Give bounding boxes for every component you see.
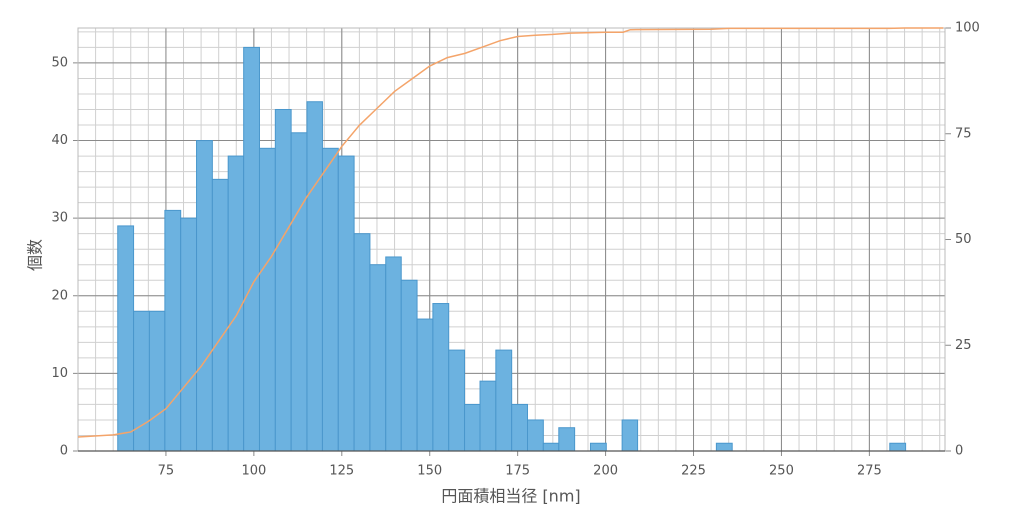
y-tick-label: 40 (51, 133, 68, 148)
y-tick-label: 10 (51, 366, 68, 381)
bar (196, 140, 213, 452)
x-axis-title: 円面積相当径 [nm] (441, 487, 580, 506)
bar (133, 310, 150, 452)
bar (715, 442, 733, 452)
y2-tick-label: 100 (955, 21, 980, 36)
bar (400, 279, 418, 452)
bar (889, 442, 907, 452)
y2-tick-label: 0 (955, 444, 963, 459)
bar (385, 256, 402, 452)
bar (243, 46, 260, 452)
x-tick-label: 200 (593, 464, 618, 479)
bar (227, 155, 245, 452)
x-tick-label: 175 (505, 464, 530, 479)
bar (180, 217, 198, 452)
bar (290, 132, 308, 452)
x-tick-label: 125 (329, 464, 354, 479)
y2-tick-label: 50 (955, 232, 972, 247)
bar (589, 442, 607, 452)
bar (495, 349, 513, 452)
bar (621, 419, 639, 452)
bar (117, 225, 135, 452)
bar (542, 442, 560, 452)
x-tick-label: 275 (857, 464, 882, 479)
bar (258, 147, 276, 452)
y-tick-label: 50 (51, 55, 68, 70)
cumulative-line (77, 27, 944, 438)
x-tick-label: 100 (241, 464, 266, 479)
bar (464, 403, 481, 452)
bar (306, 101, 323, 452)
bar (558, 427, 576, 452)
bar (274, 108, 292, 452)
bar (511, 403, 529, 452)
y2-tick-label: 25 (955, 338, 972, 353)
bar (353, 233, 371, 452)
y-tick-label: 30 (51, 211, 68, 226)
bar (448, 349, 466, 452)
bar (337, 155, 355, 452)
x-tick-label: 225 (681, 464, 706, 479)
bar (211, 178, 229, 452)
x-tick-label: 75 (158, 464, 175, 479)
bar (432, 303, 450, 452)
y-axis-title: 個数 (26, 239, 45, 271)
y2-tick-label: 75 (955, 126, 972, 141)
bar (479, 380, 497, 452)
bar (148, 310, 166, 452)
bar (164, 209, 182, 452)
x-tick-label: 150 (417, 464, 442, 479)
bar (321, 147, 339, 452)
x-tick-label: 250 (769, 464, 794, 479)
bar (416, 318, 434, 452)
bar (527, 419, 544, 452)
bar (369, 264, 387, 452)
y-tick-label: 0 (60, 444, 68, 459)
y-tick-label: 20 (51, 288, 68, 303)
